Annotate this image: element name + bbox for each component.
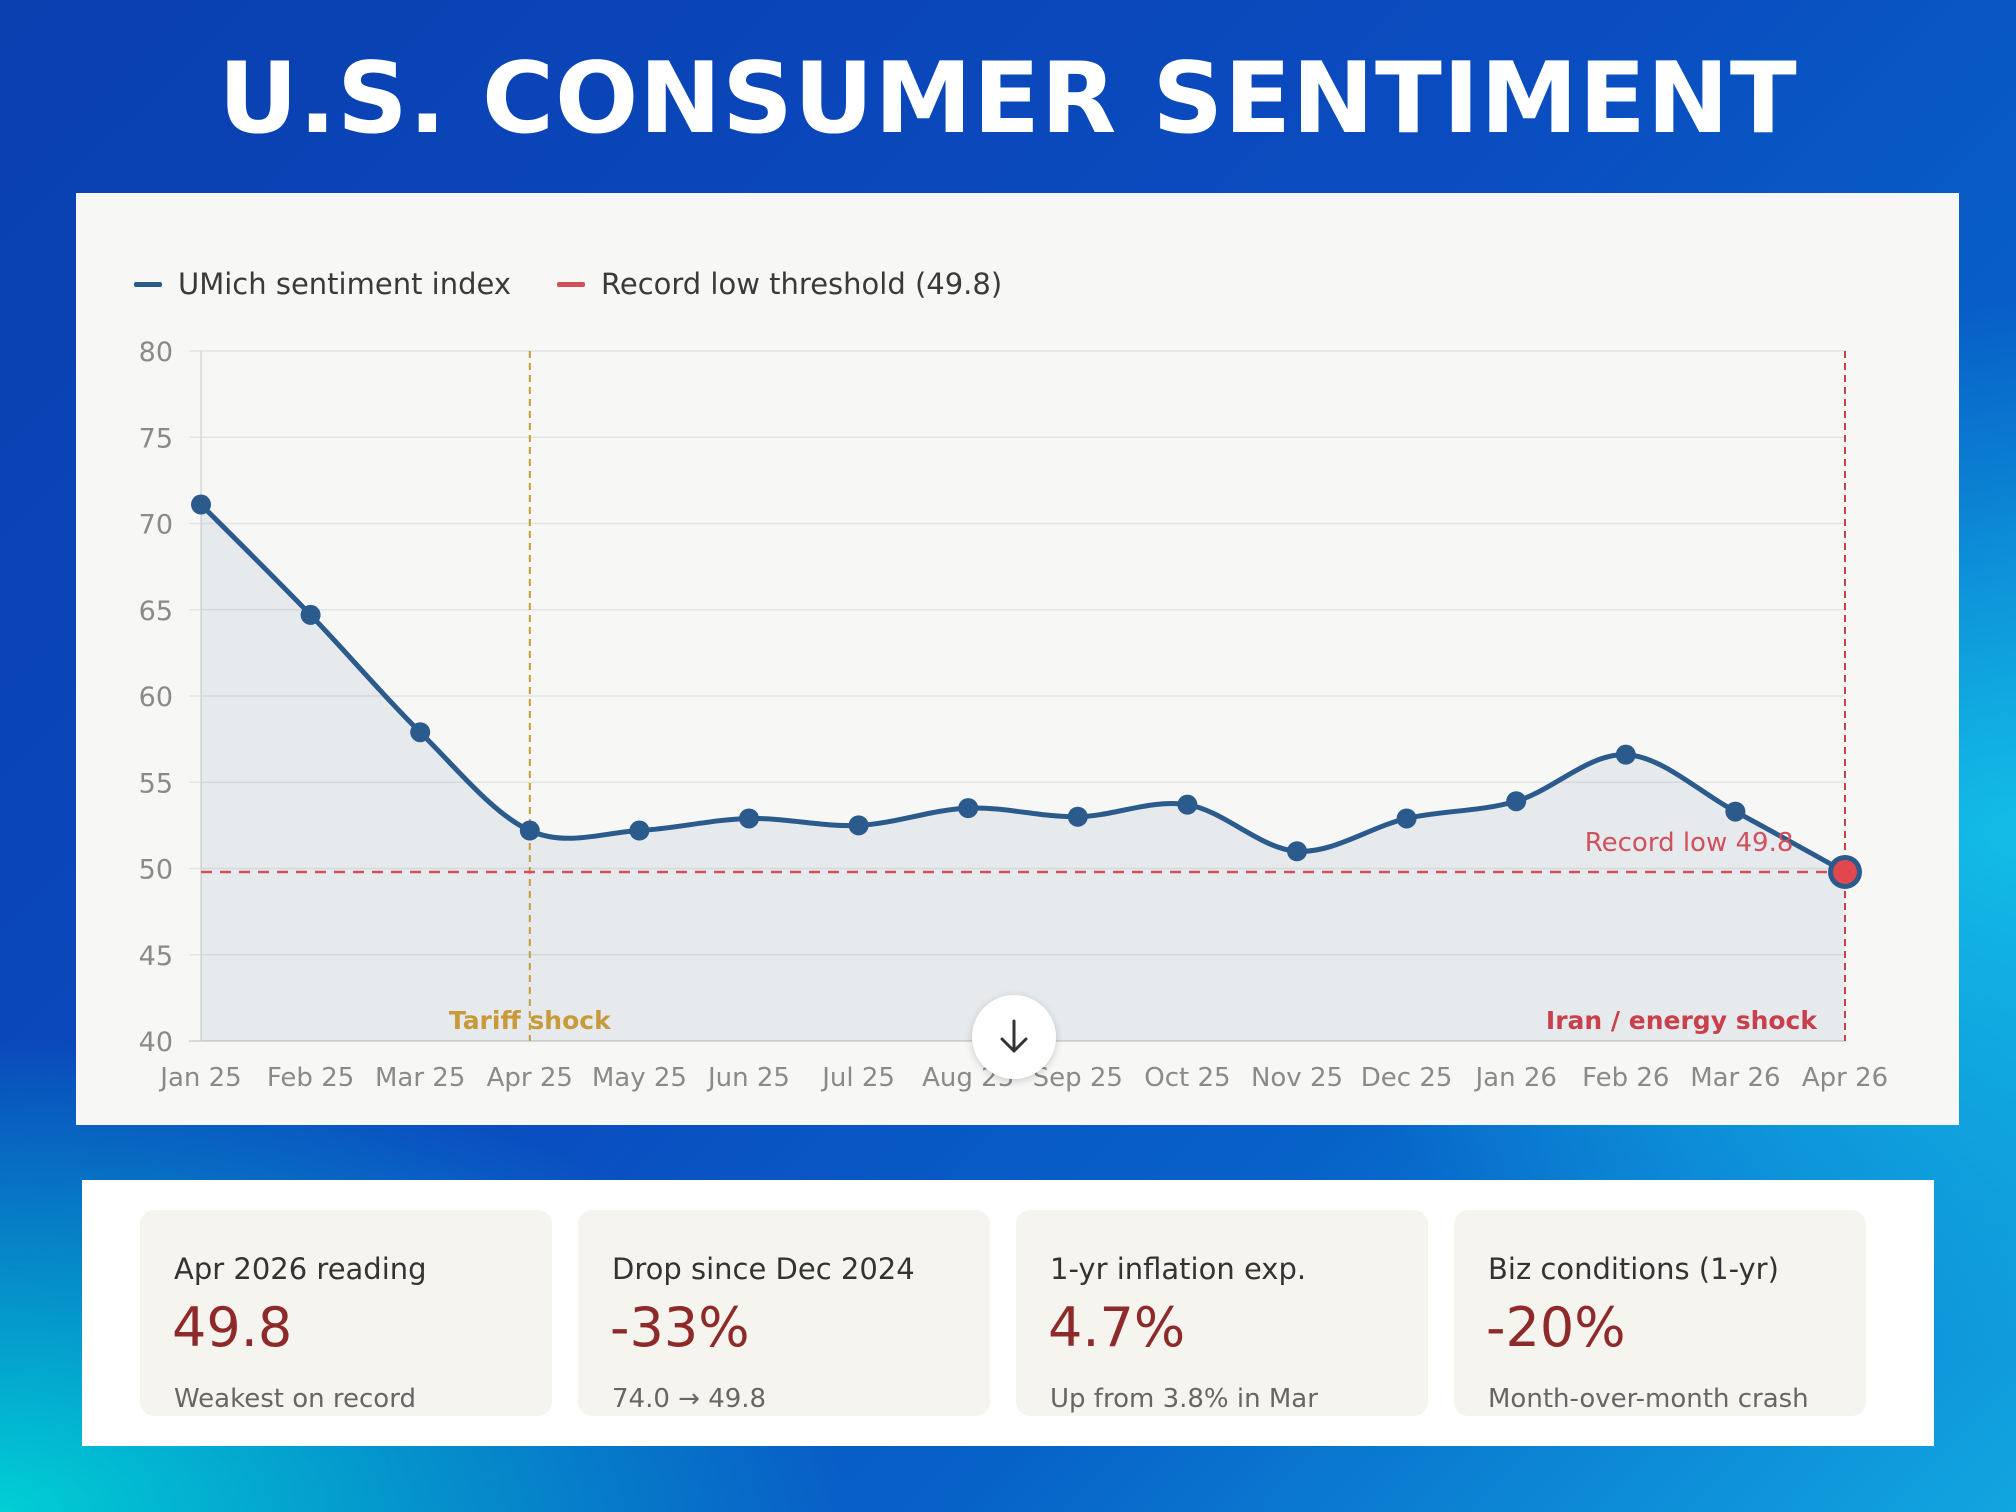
stat-value: -33% [610, 1296, 750, 1359]
stat-value: 49.8 [172, 1296, 293, 1359]
scroll-down-button[interactable] [972, 995, 1056, 1079]
data-point [300, 604, 321, 625]
stat-card-biz: Biz conditions (1-yr) -20% Month-over-mo… [1454, 1210, 1866, 1416]
x-tick-label: Feb 26 [1582, 1063, 1669, 1093]
sentiment-line-chart: 80 75 70 65 60 55 50 45 40 Record low 49.8 Tariff … [139, 337, 1889, 1093]
stat-label: Drop since Dec 2024 [612, 1252, 915, 1286]
record-low-point [1833, 859, 1857, 884]
stat-note: Month-over-month crash [1488, 1384, 1809, 1414]
x-tick-label: Apr 25 [487, 1063, 573, 1093]
y-tick-label: 50 [139, 855, 173, 886]
stat-card-drop: Drop since Dec 2024 -33% 74.0 → 49.8 [578, 1210, 990, 1416]
stat-value: 4.7% [1048, 1296, 1186, 1359]
stat-card-reading: Apr 2026 reading 49.8 Weakest on record [140, 1210, 552, 1416]
legend-label-sentiment: UMich sentiment index [178, 267, 512, 301]
stat-note: Weakest on record [174, 1384, 416, 1414]
legend-swatch-sentiment [134, 281, 162, 287]
stat-label: 1-yr inflation exp. [1050, 1252, 1307, 1286]
y-tick-label: 60 [139, 682, 173, 713]
stats-panel: Apr 2026 reading 49.8 Weakest on record … [82, 1180, 1934, 1446]
data-point [1725, 801, 1746, 822]
stat-note: Up from 3.8% in Mar [1050, 1384, 1318, 1414]
stat-card-inflation: 1-yr inflation exp. 4.7% Up from 3.8% in… [1016, 1210, 1428, 1416]
y-tick-label: 75 [139, 423, 173, 454]
stat-value: -20% [1486, 1296, 1626, 1359]
chart-legend: UMich sentiment index Record low thresho… [134, 267, 1002, 301]
iran-shock-label: Iran / energy shock [1546, 1006, 1818, 1035]
stat-label: Apr 2026 reading [174, 1252, 427, 1286]
y-tick-label: 40 [139, 1027, 173, 1058]
data-point [410, 722, 431, 743]
arrow-down-icon [1000, 1019, 1028, 1053]
chart-panel: 80 75 70 65 60 55 50 45 40 Record low 49.8 Tariff … [76, 193, 1959, 1125]
data-point [1177, 794, 1198, 815]
stat-label: Biz conditions (1-yr) [1488, 1252, 1779, 1286]
x-tick-label: Jun 25 [706, 1063, 790, 1093]
page-title: U.S. CONSUMER SENTIMENT [218, 42, 1798, 156]
legend-item-threshold: Record low threshold (49.8) [557, 267, 1002, 301]
x-tick-label: Jul 25 [820, 1063, 895, 1093]
legend-swatch-threshold [557, 281, 586, 287]
x-tick-label: Mar 25 [375, 1063, 465, 1093]
data-point [958, 798, 979, 819]
data-point [1396, 808, 1417, 829]
x-tick-label: Sep 25 [1033, 1063, 1123, 1093]
y-tick-label: 45 [139, 941, 173, 972]
x-tick-label: Dec 25 [1361, 1063, 1453, 1093]
data-point [1287, 841, 1307, 862]
data-point [1615, 744, 1636, 765]
data-point [629, 820, 650, 841]
x-tick-label: Jan 25 [158, 1063, 241, 1093]
data-point [739, 808, 759, 829]
x-tick-label: Mar 26 [1690, 1063, 1780, 1093]
legend-item-sentiment: UMich sentiment index [134, 267, 511, 301]
data-point [848, 815, 869, 836]
y-tick-label: 65 [139, 596, 173, 627]
y-tick-label: 55 [139, 768, 173, 799]
data-point [1506, 791, 1527, 812]
x-tick-label: Feb 25 [267, 1063, 354, 1093]
x-tick-label: Jan 26 [1473, 1063, 1556, 1093]
x-tick-label: Nov 25 [1251, 1063, 1343, 1093]
data-point [1067, 806, 1088, 827]
x-tick-label: Oct 25 [1144, 1063, 1230, 1093]
y-tick-label: 80 [139, 337, 173, 368]
y-tick-label: 70 [139, 510, 173, 541]
x-tick-label: May 25 [592, 1063, 687, 1093]
legend-label-threshold: Record low threshold (49.8) [601, 267, 1003, 301]
record-low-label: Record low 49.8 [1585, 828, 1794, 858]
x-tick-label: Apr 26 [1802, 1063, 1888, 1093]
stat-note: 74.0 → 49.8 [612, 1384, 767, 1414]
data-point [519, 820, 540, 841]
tariff-shock-label: Tariff shock [449, 1006, 612, 1035]
data-point [191, 494, 211, 515]
sentiment-series-line [198, 502, 1848, 875]
series-area-fill [201, 504, 1845, 1041]
